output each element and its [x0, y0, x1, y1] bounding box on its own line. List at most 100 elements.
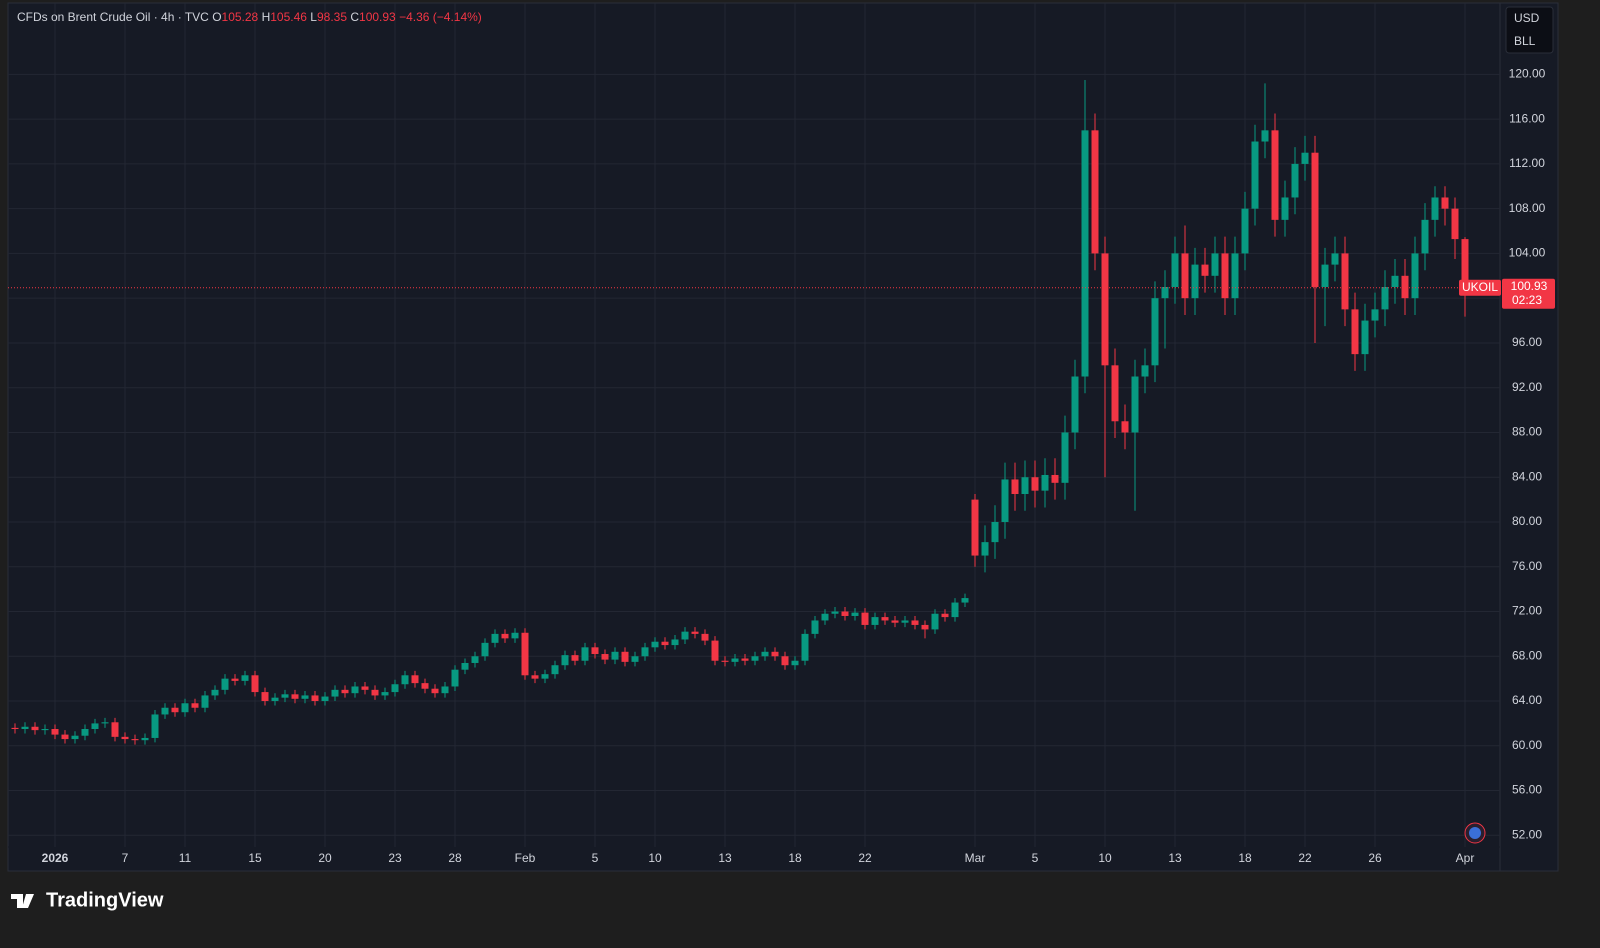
- candle-body: [891, 620, 899, 623]
- candle-body: [901, 620, 909, 623]
- candle-body: [641, 647, 649, 657]
- legend-value: 105.28: [222, 10, 259, 24]
- legend-value: 105.46: [270, 10, 307, 24]
- x-tick-label: 13: [1168, 851, 1182, 865]
- candle-body: [21, 726, 29, 730]
- y-tick-label: 56.00: [1512, 783, 1542, 797]
- candle-body: [391, 684, 399, 693]
- candle-body: [271, 697, 279, 702]
- candle-body: [721, 660, 729, 662]
- x-tick-label: Apr: [1456, 851, 1475, 865]
- candle-body: [731, 658, 739, 662]
- candle-body: [51, 729, 59, 735]
- candle-body: [651, 641, 659, 648]
- candle-body: [171, 707, 179, 713]
- candle-body: [1181, 253, 1189, 299]
- candle-body: [261, 692, 269, 702]
- candle-body: [1301, 152, 1309, 164]
- candle-body: [1171, 253, 1179, 287]
- candle-body: [771, 651, 779, 657]
- candle-body: [1411, 253, 1419, 299]
- candle-body: [791, 660, 799, 666]
- candle-body: [241, 675, 249, 681]
- candle-body: [511, 632, 519, 639]
- candle-body: [1051, 474, 1059, 483]
- legend: CFDs on Brent Crude Oil · 4h · TVC O105.…: [17, 10, 482, 24]
- x-tick-label: 15: [248, 851, 262, 865]
- candle-body: [951, 602, 959, 618]
- candle-body: [1191, 264, 1199, 299]
- candle-body: [881, 617, 889, 621]
- candle-body: [581, 647, 589, 661]
- candle-body: [1101, 253, 1109, 366]
- candle-body: [1021, 477, 1029, 495]
- candle-body: [1371, 309, 1379, 321]
- candle-body: [401, 675, 409, 685]
- legend-value: 100.93: [359, 10, 396, 24]
- candle-body: [871, 617, 879, 625]
- y-tick-label: 92.00: [1512, 380, 1542, 394]
- chart-panel: [7, 2, 1559, 872]
- candle-body: [1131, 376, 1139, 433]
- candle-body: [1151, 298, 1159, 366]
- price-tag: [1502, 278, 1555, 309]
- candle-body: [141, 737, 149, 741]
- x-tick-label: 13: [718, 851, 732, 865]
- candle-body: [201, 695, 209, 708]
- candle-body: [1211, 253, 1219, 276]
- candle-body: [381, 692, 389, 696]
- x-tick-label: 7: [122, 851, 129, 865]
- candle-body: [991, 521, 999, 543]
- symbol-tag: [1459, 279, 1501, 296]
- candle-body: [681, 631, 689, 640]
- candle-body: [431, 688, 439, 694]
- candle-body: [1421, 219, 1429, 254]
- candle-body: [131, 739, 139, 741]
- candle-body: [821, 613, 829, 621]
- last-price-label: 100.93: [1511, 279, 1548, 293]
- watermark[interactable]: TradingView: [46, 889, 164, 911]
- y-tick-label: 88.00: [1512, 425, 1542, 439]
- countdown-label: 02:23: [1512, 293, 1542, 307]
- candle-body: [741, 658, 749, 661]
- candle-body: [851, 612, 859, 616]
- legend-key: H: [262, 10, 271, 24]
- y-tick-label: 116.00: [1509, 111, 1545, 125]
- candle-body: [561, 655, 569, 666]
- candle-body: [1121, 421, 1129, 433]
- candle-body: [841, 611, 849, 616]
- logo-mark: [11, 894, 34, 908]
- candle-body: [341, 689, 349, 694]
- candle-body: [101, 722, 109, 724]
- candle-body: [231, 678, 239, 681]
- candle-body: [1011, 479, 1019, 495]
- candle-body: [1321, 264, 1329, 287]
- y-tick-label: 64.00: [1512, 693, 1542, 707]
- candle-body: [411, 675, 419, 684]
- candle-body: [301, 695, 309, 699]
- candle-body: [931, 613, 939, 630]
- candle-body: [831, 611, 839, 614]
- candle-body: [911, 620, 919, 625]
- candle-body: [1451, 208, 1459, 240]
- candle-body: [1461, 239, 1469, 288]
- unit-box[interactable]: [1505, 6, 1554, 54]
- candle-body: [961, 598, 969, 603]
- candle-body: [221, 678, 229, 690]
- candle-body: [281, 694, 289, 698]
- candle-body: [631, 656, 639, 662]
- candle-body: [481, 642, 489, 657]
- candle-body: [971, 499, 979, 556]
- candle-body: [1031, 477, 1039, 491]
- currency[interactable]: USD: [1514, 11, 1540, 25]
- candle-body: [551, 665, 559, 675]
- candle-body: [321, 696, 329, 702]
- unit[interactable]: BLL: [1514, 34, 1536, 48]
- candles: [8, 79, 1500, 745]
- x-tick-label: 10: [648, 851, 662, 865]
- y-tick-label: 104.00: [1509, 246, 1546, 260]
- candle-body: [81, 729, 89, 736]
- candle-body: [1061, 432, 1069, 483]
- candle-body: [1361, 320, 1369, 355]
